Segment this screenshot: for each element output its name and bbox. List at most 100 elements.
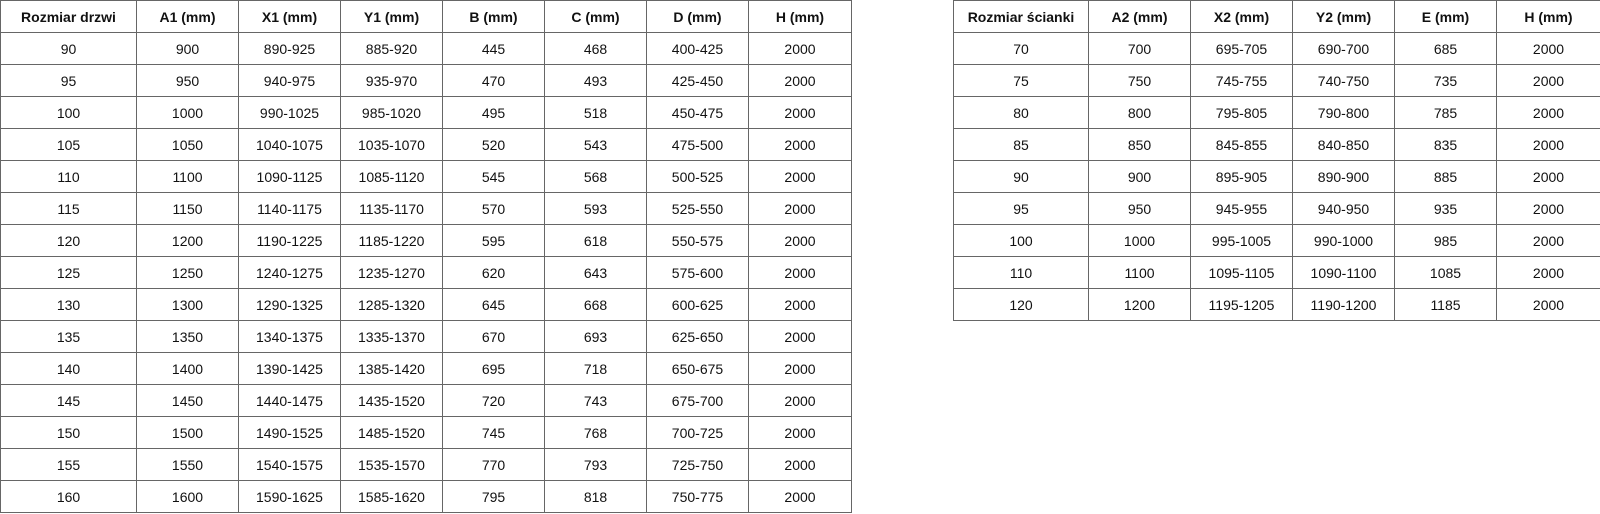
table-cell: 1290-1325 xyxy=(238,288,341,321)
table-cell: 745-755 xyxy=(1190,64,1293,97)
table-cell: 95 xyxy=(953,192,1089,225)
table-cell: 895-905 xyxy=(1190,160,1293,193)
table-cell: 2000 xyxy=(748,448,852,481)
table-cell: 840-850 xyxy=(1292,128,1395,161)
table-cell: 1040-1075 xyxy=(238,128,341,161)
table-cell: 685 xyxy=(1394,32,1497,65)
column-header: H (mm) xyxy=(1496,0,1600,33)
table-cell: 1300 xyxy=(136,288,239,321)
table-cell: 1550 xyxy=(136,448,239,481)
table-cell: 125 xyxy=(0,256,137,289)
table-row: 120 1200 1190-1225 1185-1220 595 618 550-575 20… xyxy=(0,224,852,257)
table-row: 160 1600 1590-1625 1585-1620 795 818 750-775 20… xyxy=(0,480,852,513)
table-cell: 740-750 xyxy=(1292,64,1395,97)
table-cell: 1450 xyxy=(136,384,239,417)
table-cell: 2000 xyxy=(748,480,852,513)
table-cell: 650-675 xyxy=(646,352,749,385)
column-header: Rozmiar drzwi xyxy=(0,0,137,33)
table-cell: 1585-1620 xyxy=(340,480,443,513)
table-cell: 620 xyxy=(442,256,545,289)
table-cell: 985 xyxy=(1394,224,1497,257)
table-cell: 725-750 xyxy=(646,448,749,481)
table-row: 145 1450 1440-1475 1435-1520 720 743 675-700 20… xyxy=(0,384,852,417)
table-cell: 900 xyxy=(1088,160,1191,193)
table-cell: 745 xyxy=(442,416,545,449)
table-cell: 2000 xyxy=(748,256,852,289)
table-cell: 493 xyxy=(544,64,647,97)
table-cell: 100 xyxy=(0,96,137,129)
column-header: Rozmiar ścianki xyxy=(953,0,1089,33)
table-cell: 1090-1100 xyxy=(1292,256,1395,289)
table-cell: 2000 xyxy=(748,384,852,417)
table-cell: 145 xyxy=(0,384,137,417)
table-cell: 120 xyxy=(953,288,1089,321)
table-cell: 90 xyxy=(0,32,137,65)
table-cell: 520 xyxy=(442,128,545,161)
table-cell: 1340-1375 xyxy=(238,320,341,353)
table-cell: 790-800 xyxy=(1292,96,1395,129)
table-cell: 2000 xyxy=(748,160,852,193)
table-cell: 85 xyxy=(953,128,1089,161)
table-cell: 2000 xyxy=(1496,64,1600,97)
table-cell: 935-970 xyxy=(340,64,443,97)
table-cell: 135 xyxy=(0,320,137,353)
table-cell: 945-955 xyxy=(1190,192,1293,225)
table-cell: 2000 xyxy=(748,96,852,129)
table-cell: 1100 xyxy=(136,160,239,193)
table-cell: 995-1005 xyxy=(1190,224,1293,257)
table-cell: 2000 xyxy=(748,288,852,321)
table-cell: 2000 xyxy=(1496,128,1600,161)
table-cell: 115 xyxy=(0,192,137,225)
table-cell: 2000 xyxy=(748,320,852,353)
table-cell: 1240-1275 xyxy=(238,256,341,289)
table-cell: 940-950 xyxy=(1292,192,1395,225)
column-header: D (mm) xyxy=(646,0,749,33)
table-row: 80 800 795-805 790-800 785 2000 xyxy=(953,96,1600,129)
table-cell: 670 xyxy=(442,320,545,353)
table-cell: 1535-1570 xyxy=(340,448,443,481)
table-cell: 793 xyxy=(544,448,647,481)
table-cell: 890-925 xyxy=(238,32,341,65)
column-header: X2 (mm) xyxy=(1190,0,1293,33)
table-cell: 1000 xyxy=(136,96,239,129)
table-cell: 985-1020 xyxy=(340,96,443,129)
table-cell: 105 xyxy=(0,128,137,161)
column-header: B (mm) xyxy=(442,0,545,33)
table-cell: 818 xyxy=(544,480,647,513)
table-cell: 525-550 xyxy=(646,192,749,225)
table-cell: 150 xyxy=(0,416,137,449)
table-cell: 668 xyxy=(544,288,647,321)
table-cell: 110 xyxy=(953,256,1089,289)
table-row: 125 1250 1240-1275 1235-1270 620 643 575-600 20… xyxy=(0,256,852,289)
table-cell: 950 xyxy=(1088,192,1191,225)
table-cell: 885 xyxy=(1394,160,1497,193)
table-row: 110 1100 1090-1125 1085-1120 545 568 500-525 20… xyxy=(0,160,852,193)
table-cell: 750-775 xyxy=(646,480,749,513)
column-header: X1 (mm) xyxy=(238,0,341,33)
table-cell: 1440-1475 xyxy=(238,384,341,417)
table-cell: 550-575 xyxy=(646,224,749,257)
table-cell: 593 xyxy=(544,192,647,225)
table-cell: 155 xyxy=(0,448,137,481)
table-cell: 1400 xyxy=(136,352,239,385)
table-row: 100 1000 995-1005 990-1000 985 2000 xyxy=(953,224,1600,257)
table-cell: 1190-1200 xyxy=(1292,288,1395,321)
table-cell: 1140-1175 xyxy=(238,192,341,225)
table-cell: 940-975 xyxy=(238,64,341,97)
column-header: H (mm) xyxy=(748,0,852,33)
table-cell: 495 xyxy=(442,96,545,129)
header-row: Rozmiar drzwi A1 (mm) X1 (mm) Y1 (mm) B (mm)… xyxy=(0,0,852,33)
header-row: Rozmiar ścianki A2 (mm) X2 (mm) Y2 (mm) E (m… xyxy=(953,0,1600,33)
table-row: 120 1200 1195-1205 1190-1200 1185 2000 xyxy=(953,288,1600,321)
table-row: 85 850 845-855 840-850 835 2000 xyxy=(953,128,1600,161)
table-cell: 500-525 xyxy=(646,160,749,193)
table-cell: 1490-1525 xyxy=(238,416,341,449)
table-cell: 695-705 xyxy=(1190,32,1293,65)
table-cell: 518 xyxy=(544,96,647,129)
table-cell: 1540-1575 xyxy=(238,448,341,481)
table-row: 135 1350 1340-1375 1335-1370 670 693 625-650 20… xyxy=(0,320,852,353)
table-cell: 140 xyxy=(0,352,137,385)
table-row: 130 1300 1290-1325 1285-1320 645 668 600-625 20… xyxy=(0,288,852,321)
table-cell: 2000 xyxy=(1496,224,1600,257)
table-cell: 595 xyxy=(442,224,545,257)
